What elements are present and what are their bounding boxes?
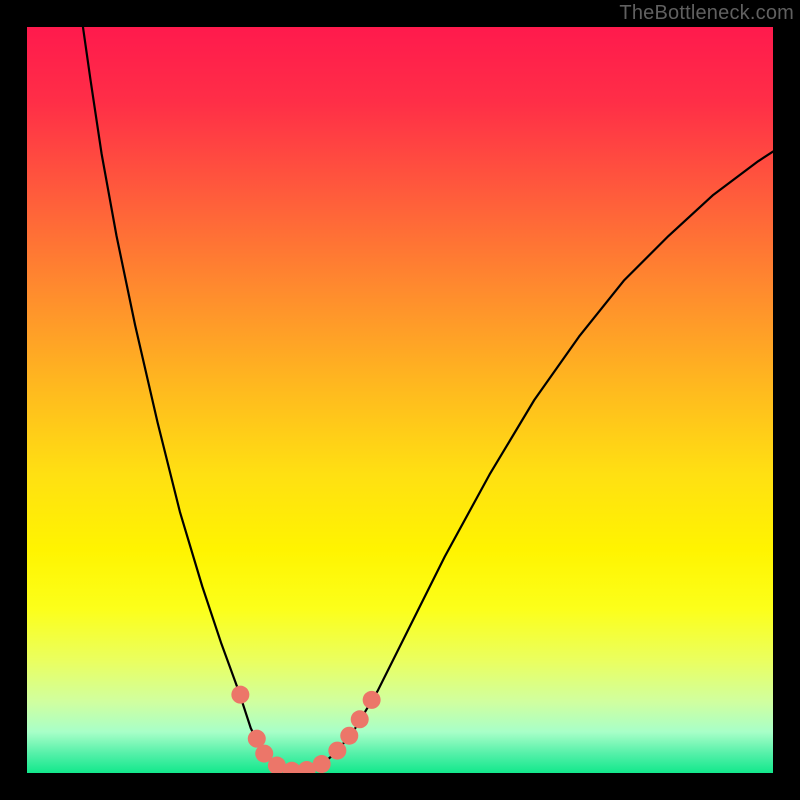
plot-area <box>27 27 773 773</box>
marker-dot <box>351 710 369 728</box>
marker-dot <box>363 691 381 709</box>
frame-right <box>773 0 800 800</box>
frame-left <box>0 0 27 800</box>
marker-dot <box>313 755 331 773</box>
gradient-background <box>27 27 773 773</box>
marker-dot <box>340 727 358 745</box>
marker-dot <box>328 742 346 760</box>
watermark-text: TheBottleneck.com <box>619 2 794 25</box>
marker-dot <box>231 686 249 704</box>
bottleneck-curve-chart <box>27 27 773 773</box>
frame-bottom <box>0 773 800 800</box>
